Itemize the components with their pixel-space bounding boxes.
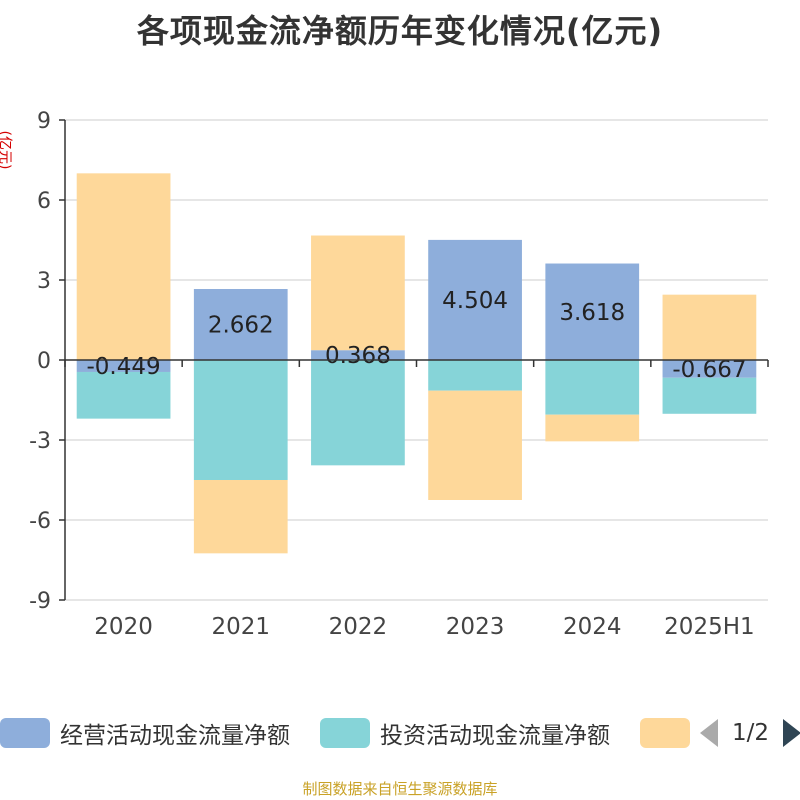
legend-label-investing: 投资活动现金流量净额 [380, 723, 610, 749]
x-tick-label-2022: 2022 [329, 614, 388, 640]
y-tick-label: 0 [37, 349, 51, 374]
bar-series-0-2024[interactable] [545, 263, 640, 360]
data-label-2025H1: -0.667 [672, 357, 746, 383]
bar-series-2-2024[interactable] [545, 414, 640, 442]
x-tick-label-2023: 2023 [446, 614, 505, 640]
bar-series-1-2020[interactable] [76, 371, 171, 419]
bar-series-2-2022[interactable] [311, 235, 405, 351]
legend-page-number: 1/2 [732, 720, 770, 746]
legend-pager: 1/2 [700, 716, 800, 750]
y-tick-label: -3 [29, 429, 51, 454]
x-tick-label-2021: 2021 [211, 614, 270, 640]
x-tick-label-2025H1: 2025H1 [664, 614, 754, 640]
bar-series-2-2023[interactable] [428, 390, 522, 500]
data-label-2022: 0.368 [325, 343, 391, 369]
next-page-icon[interactable] [783, 719, 800, 747]
chart-plot: -0.449 2.662 0.368 4.504 3.618 -0.667 9 6 3 0 -3 -… [29, 109, 769, 640]
y-tick-label: 6 [37, 189, 51, 214]
legend-label-operating: 经营活动现金流量净额 [60, 723, 290, 749]
chart-title: 各项现金流净额历年变化情况(亿元) [136, 12, 664, 50]
axes: 9 6 3 0 -3 -6 -9 2020 2021 2022 2023 2024 2025H1 [29, 109, 769, 640]
data-label-2024: 3.618 [559, 300, 625, 326]
y-tick-label: 3 [37, 269, 51, 294]
bar-series-1-2025H1[interactable] [662, 377, 757, 414]
source-note: 制图数据来自恒生聚源数据库 [302, 780, 498, 798]
data-label-2020: -0.449 [87, 354, 161, 380]
legend-swatch-operating [0, 718, 50, 748]
y-tick-label: -9 [29, 589, 51, 614]
prev-page-icon[interactable] [700, 719, 718, 747]
x-tick-label-2020: 2020 [94, 614, 153, 640]
legend-swatch-third [640, 718, 690, 748]
bar-series-1-2022[interactable] [311, 360, 405, 466]
bar-series-0-2021[interactable] [193, 289, 288, 360]
bar-series-0-2023[interactable] [428, 239, 522, 360]
bar-series-2-2020[interactable] [76, 173, 171, 360]
bar-series-2-2025H1[interactable] [662, 294, 757, 360]
data-labels: -0.449 2.662 0.368 4.504 3.618 -0.667 [87, 288, 747, 383]
bar-series-1-2021[interactable] [193, 360, 288, 480]
legend: 经营活动现金流量净额 投资活动现金流量净额 1/2 [0, 716, 800, 756]
bar-marks [76, 173, 757, 554]
bar-series-0-2022[interactable] [311, 350, 405, 360]
bar-series-1-2024[interactable] [545, 360, 640, 415]
y-tick-label: 9 [37, 109, 51, 134]
bar-series-1-2023[interactable] [428, 360, 522, 391]
bar-series-2-2021[interactable] [193, 480, 288, 554]
legend-item-investing[interactable]: 投资活动现金流量净额 [320, 716, 610, 750]
legend-item-operating[interactable]: 经营活动现金流量净额 [0, 716, 290, 750]
bar-series-0-2020[interactable] [76, 360, 171, 372]
data-label-2021: 2.662 [208, 313, 274, 339]
bar-series-0-2025H1[interactable] [662, 360, 757, 378]
x-tick-label-2024: 2024 [563, 614, 622, 640]
legend-swatch-investing [320, 718, 370, 748]
data-label-2023: 4.504 [442, 288, 508, 314]
y-tick-label: -6 [29, 509, 51, 534]
legend-item-third[interactable] [640, 716, 700, 750]
